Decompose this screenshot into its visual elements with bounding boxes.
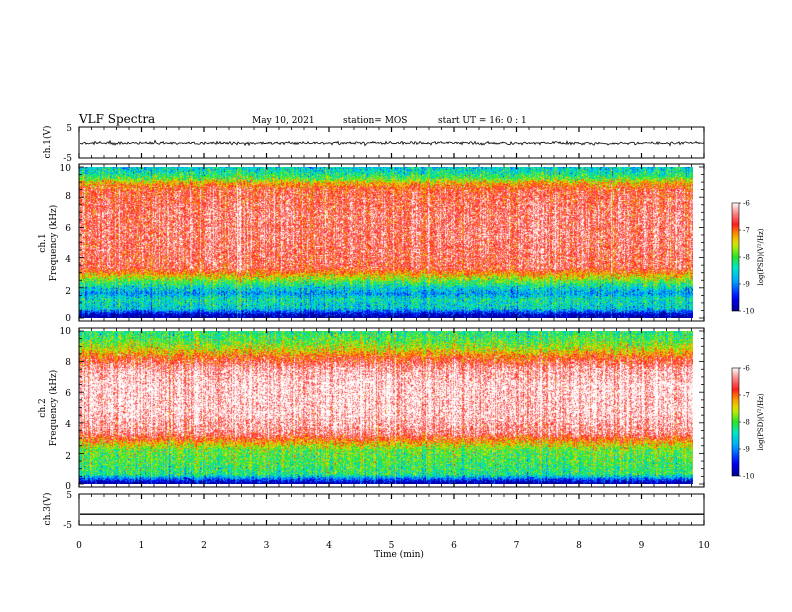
colorbar-tick-label: -8 bbox=[743, 254, 750, 262]
time-tick-label: 6 bbox=[451, 541, 457, 551]
ch1-ytick-2: 2 bbox=[65, 287, 71, 297]
ch3-waveform-panel: 5 -5 ch.3(V) 0 1 2 3 4 5 6 7 8 9 10 Time (min) bbox=[42, 491, 710, 560]
ch1-ytick-4: 4 bbox=[65, 255, 71, 265]
ch1-waveform-panel: 5 -5 ch.1(V) bbox=[42, 124, 705, 164]
ch2-ytick-10: 10 bbox=[60, 327, 72, 337]
ch3-waveform-ticks bbox=[78, 494, 705, 525]
figure-title: VLF Spectra bbox=[78, 112, 155, 126]
colorbar-tick-label: -9 bbox=[743, 446, 750, 454]
ch2-spectrogram-panel: 0 2 4 6 8 10 ch.2 Frequency (kHz) bbox=[38, 327, 705, 492]
time-axis-tick-labels: 0 1 2 3 4 5 6 7 8 9 10 bbox=[76, 541, 710, 551]
station-label: station= MOS bbox=[343, 116, 407, 126]
time-axis-label: Time (min) bbox=[374, 549, 424, 560]
colorbar-tick-label: -7 bbox=[743, 392, 750, 400]
ch1-waveform-ticks bbox=[78, 127, 705, 158]
colorbar-tick-label: -6 bbox=[743, 200, 750, 208]
time-tick-label: 5 bbox=[389, 541, 395, 551]
ch2-colorbar-ticks: -6 -7 -8 -9 -10 bbox=[739, 365, 754, 481]
colorbar-tick-label: -8 bbox=[743, 419, 750, 427]
ch1-channel-label: ch.1 bbox=[38, 233, 48, 252]
ch1-spectrogram-heatmap bbox=[79, 167, 693, 318]
ch2-ytick-2: 2 bbox=[65, 452, 71, 462]
ch1-frequency-ylabel: Frequency (kHz) bbox=[48, 205, 59, 282]
date-label: May 10, 2021 bbox=[252, 116, 315, 126]
ch2-colorbar-gradient bbox=[731, 367, 740, 477]
ch1-spectrogram-ticks bbox=[78, 164, 705, 321]
time-tick-label: 2 bbox=[201, 541, 207, 551]
ch3-waveform-ylabel: ch.3(V) bbox=[42, 493, 53, 526]
ch2-spectrogram-ticks bbox=[78, 328, 705, 487]
ch2-colorbar: -6 -7 -8 -9 -10 log(PSD)(V²/Hz) bbox=[731, 365, 765, 481]
ch1-colorbar-ticks: -6 -7 -8 -9 -10 bbox=[739, 200, 754, 316]
time-tick-label: 0 bbox=[76, 541, 82, 551]
time-tick-label: 1 bbox=[139, 541, 145, 551]
time-tick-label: 10 bbox=[698, 541, 710, 551]
ch1-colorbar: -6 -7 -8 -9 -10 log(PSD)(V²/Hz) bbox=[731, 200, 765, 316]
ch2-ytick-0: 0 bbox=[65, 482, 71, 492]
ch2-ytick-8: 8 bbox=[65, 358, 71, 368]
ch2-frequency-ylabel: Frequency (kHz) bbox=[48, 370, 59, 447]
ch1-waveform-ylabel: ch.1(V) bbox=[42, 126, 53, 159]
ch1-waveform-line bbox=[79, 139, 705, 147]
ch1-ytick-10: 10 bbox=[60, 164, 72, 174]
ch3-ytick-bottom: -5 bbox=[63, 521, 72, 531]
colorbar-tick-label: -9 bbox=[743, 281, 750, 289]
ch1-ytick-6: 6 bbox=[65, 224, 71, 234]
ch1-colorbar-gradient bbox=[731, 202, 740, 312]
ch1-colorbar-label: log(PSD)(V²/Hz) bbox=[757, 228, 765, 285]
ch2-spectrogram-heatmap bbox=[79, 331, 693, 484]
ch1-ytick-top: 5 bbox=[66, 124, 72, 134]
ch3-ytick-top: 5 bbox=[66, 491, 72, 501]
ch1-spectrogram-panel: 0 2 4 6 8 10 ch.1 Frequency (kHz) bbox=[38, 163, 705, 324]
colorbar-tick-label: -6 bbox=[743, 365, 750, 373]
colorbar-tick-label: -10 bbox=[743, 473, 754, 481]
ch2-ytick-4: 4 bbox=[65, 420, 71, 430]
ch1-ytick-8: 8 bbox=[65, 192, 71, 202]
ch2-channel-label: ch.2 bbox=[38, 398, 48, 417]
ch1-ytick-bottom: -5 bbox=[63, 154, 72, 164]
time-tick-label: 7 bbox=[514, 541, 520, 551]
start-time-label: start UT = 16: 0 : 1 bbox=[438, 116, 527, 126]
ch2-colorbar-label: log(PSD)(V²/Hz) bbox=[757, 393, 765, 450]
ch2-ytick-6: 6 bbox=[65, 389, 71, 399]
time-tick-label: 8 bbox=[576, 541, 582, 551]
colorbar-tick-label: -7 bbox=[743, 227, 750, 235]
time-tick-label: 9 bbox=[639, 541, 645, 551]
time-tick-label: 3 bbox=[264, 541, 270, 551]
colorbar-tick-label: -10 bbox=[743, 308, 754, 316]
ch1-ytick-0: 0 bbox=[65, 314, 71, 324]
time-tick-label: 4 bbox=[326, 541, 332, 551]
